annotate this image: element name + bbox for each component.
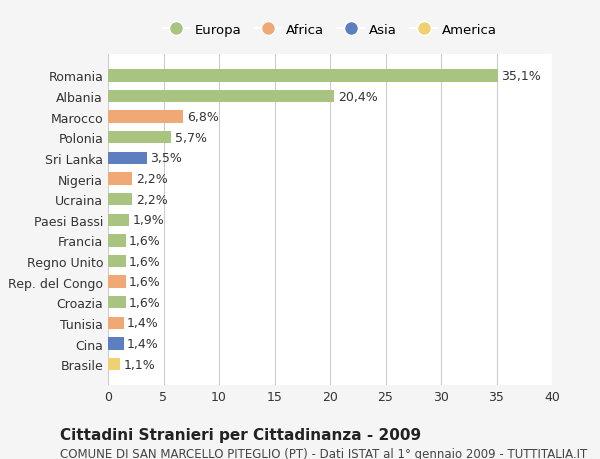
Bar: [108, 276, 126, 288]
Text: COMUNE DI SAN MARCELLO PITEGLIO (PT) - Dati ISTAT al 1° gennaio 2009 - TUTTITALI: COMUNE DI SAN MARCELLO PITEGLIO (PT) - D…: [60, 448, 587, 459]
Text: 35,1%: 35,1%: [501, 70, 541, 83]
Bar: [108, 317, 124, 330]
Text: 1,1%: 1,1%: [124, 358, 155, 371]
Bar: [108, 70, 497, 83]
Text: 3,5%: 3,5%: [150, 152, 182, 165]
Text: Cittadini Stranieri per Cittadinanza - 2009: Cittadini Stranieri per Cittadinanza - 2…: [60, 427, 421, 442]
Bar: [108, 111, 184, 123]
Text: 1,4%: 1,4%: [127, 337, 158, 350]
Bar: [108, 194, 133, 206]
Bar: [108, 358, 120, 370]
Text: 1,4%: 1,4%: [127, 317, 158, 330]
Bar: [108, 255, 126, 268]
Bar: [108, 235, 126, 247]
Text: 1,6%: 1,6%: [129, 235, 161, 247]
Bar: [108, 297, 126, 309]
Bar: [108, 152, 147, 165]
Text: 1,6%: 1,6%: [129, 255, 161, 268]
Text: 1,9%: 1,9%: [133, 214, 164, 227]
Text: 20,4%: 20,4%: [338, 90, 377, 103]
Bar: [108, 91, 334, 103]
Bar: [108, 214, 129, 226]
Text: 5,7%: 5,7%: [175, 132, 206, 145]
Text: 1,6%: 1,6%: [129, 275, 161, 289]
Text: 1,6%: 1,6%: [129, 296, 161, 309]
Bar: [108, 132, 171, 144]
Text: 2,2%: 2,2%: [136, 173, 167, 185]
Text: 6,8%: 6,8%: [187, 111, 218, 124]
Bar: [108, 338, 124, 350]
Bar: [108, 173, 133, 185]
Text: 2,2%: 2,2%: [136, 193, 167, 206]
Legend: Europa, Africa, Asia, America: Europa, Africa, Asia, America: [158, 19, 502, 42]
